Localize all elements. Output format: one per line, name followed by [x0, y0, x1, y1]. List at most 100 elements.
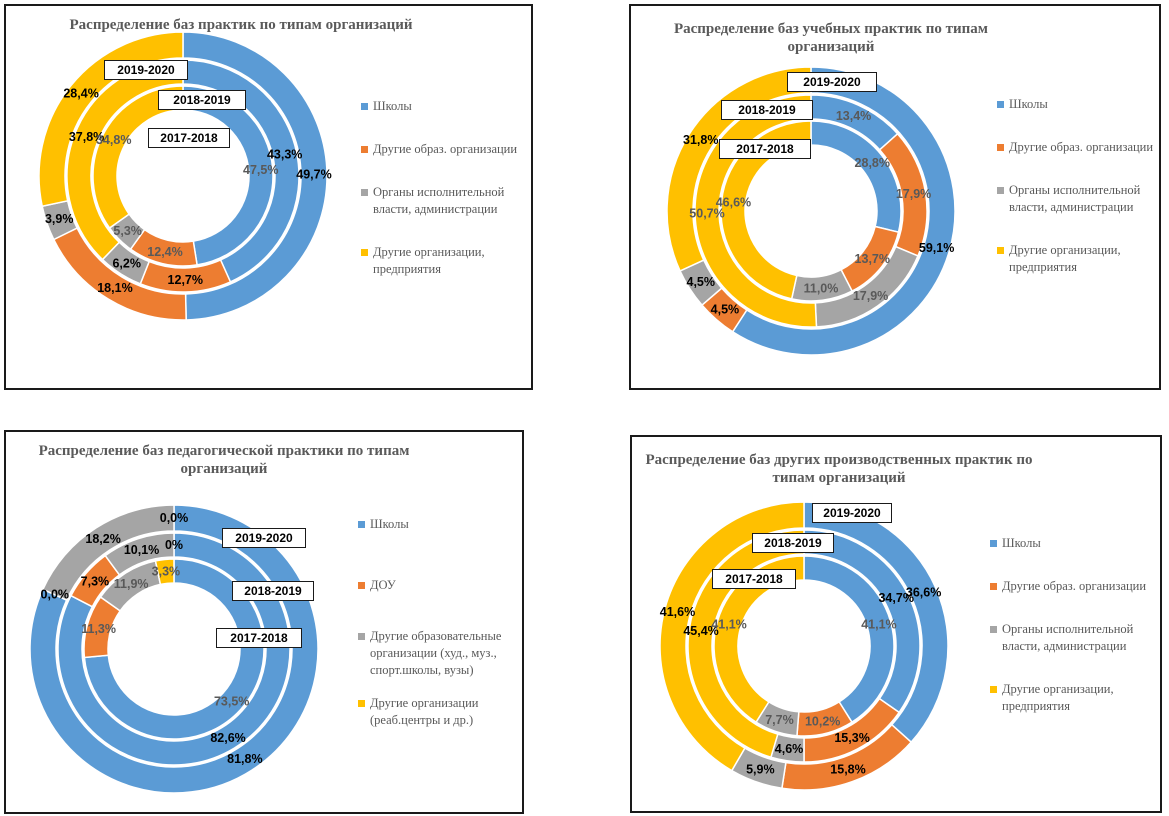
legend-item: Другие образ. организации: [990, 578, 1155, 595]
data-label: 34,7%: [878, 591, 913, 605]
year-label-box: 2018-2019: [158, 90, 246, 110]
year-label-box: 2017-2018: [148, 128, 230, 148]
data-label: 73,5%: [214, 694, 249, 708]
legend-item: Школы: [990, 535, 1155, 552]
legend-label: Другие образ. организации: [1002, 579, 1147, 593]
data-label: 0%: [165, 538, 183, 552]
data-label: 31,8%: [683, 133, 718, 147]
legend-item: Другие образовательные организации (худ.…: [358, 628, 520, 679]
legend-label: Другие организации (реаб.центры и др.): [370, 696, 479, 727]
legend-swatch: [997, 101, 1004, 108]
legend-swatch: [990, 583, 997, 590]
chart-panel-2: 59,1% 4,5% 4,5% 31,8% 13,4% 17,9% 17,9% 50,7% 28…: [629, 4, 1161, 390]
legend-item: Другие образ. организации: [361, 141, 526, 158]
year-label-box: 2018-2019: [721, 100, 813, 120]
chart-title: Распределение баз педагогической практик…: [38, 443, 410, 477]
legend-label: Органы исполнительной власти, администра…: [1009, 183, 1141, 214]
donut-segment: [731, 66, 956, 356]
chart-legend: Школы Другие образ. организации Органы и…: [997, 96, 1157, 302]
year-label-box: 2018-2019: [752, 533, 834, 553]
legend-label: Школы: [1002, 536, 1041, 550]
legend-item: Органы исполнительной власти, администра…: [997, 182, 1157, 216]
chart-panel-1: 49,7% 18,1% 3,9% 28,4% 43,3% 12,7% 6,2% 37,8% 47…: [4, 4, 533, 390]
data-label: 0,0%: [160, 511, 189, 525]
data-label: 34,8%: [96, 133, 131, 147]
legend-item: Другие организации (реаб.центры и др.): [358, 695, 520, 729]
data-label: 4,5%: [687, 275, 716, 289]
legend-swatch: [358, 633, 365, 640]
data-label: 15,8%: [830, 762, 865, 776]
legend-label: Другие организации, предприятия: [373, 245, 485, 276]
data-label: 17,9%: [896, 187, 931, 201]
legend-item: Школы: [997, 96, 1157, 113]
donut-segment: [57, 532, 291, 766]
legend-label: Органы исполнительной власти, администра…: [1002, 622, 1134, 653]
data-label: 3,9%: [45, 212, 74, 226]
data-label: 13,4%: [836, 109, 871, 123]
donut-segment: [720, 120, 812, 300]
data-label: 41,6%: [660, 605, 695, 619]
chart-legend: Школы Другие образ. организации Органы и…: [361, 98, 526, 304]
legend-swatch: [361, 146, 368, 153]
data-label: 59,1%: [919, 241, 954, 255]
data-label: 47,5%: [243, 163, 278, 177]
legend-swatch: [997, 187, 1004, 194]
data-label: 10,1%: [124, 543, 159, 557]
legend-swatch: [358, 700, 365, 707]
legend-swatch: [997, 247, 1004, 254]
data-label: 36,6%: [906, 586, 941, 600]
year-label-box: 2019-2020: [104, 60, 188, 80]
data-label: 15,3%: [834, 731, 869, 745]
data-label: 41,1%: [861, 617, 896, 631]
legend-swatch: [997, 144, 1004, 151]
legend-swatch: [990, 540, 997, 547]
data-label: 82,6%: [210, 731, 245, 745]
donut-segment: [92, 85, 184, 230]
data-label: 46,6%: [716, 196, 751, 210]
data-label: 11,9%: [114, 577, 149, 591]
legend-swatch: [361, 249, 368, 256]
legend-label: Школы: [373, 99, 412, 113]
data-label: 5,3%: [113, 224, 142, 238]
donut-chart-1: 49,7% 18,1% 3,9% 28,4% 43,3% 12,7% 6,2% 37,8% 47…: [38, 31, 332, 321]
data-label: 81,8%: [227, 752, 262, 766]
chart-title: Распределение баз других производственны…: [645, 452, 1033, 486]
legend-label: Школы: [1009, 97, 1048, 111]
data-label: 37,8%: [69, 130, 104, 144]
chart-legend: Школы Другие образ. организации Органы и…: [990, 535, 1155, 741]
data-label: 3,3%: [152, 564, 181, 578]
legend-item: Органы исполнительной власти, администра…: [990, 621, 1155, 655]
year-label-box: 2019-2020: [787, 72, 877, 92]
year-label-box: 2019-2020: [222, 528, 306, 548]
data-label: 17,9%: [853, 289, 888, 303]
data-label: 45,4%: [683, 624, 718, 638]
data-label: 12,7%: [168, 273, 203, 287]
legend-swatch: [990, 626, 997, 633]
data-label: 18,2%: [85, 532, 120, 546]
data-label: 10,2%: [805, 715, 840, 729]
legend-label: Другие образ. организации: [1009, 140, 1154, 154]
year-label-box: 2019-2020: [812, 503, 892, 523]
donut-segment: [104, 532, 175, 576]
data-label: 4,5%: [711, 303, 740, 317]
data-label: 49,7%: [296, 168, 331, 182]
data-label: 5,9%: [746, 763, 775, 777]
donut-chart-4: 36,6%15,8%5,9%41,6%34,7%15,3%4,6%45,4% 41…: [659, 501, 949, 791]
legend-swatch: [358, 582, 365, 589]
data-label: 7,7%: [765, 713, 794, 727]
legend-label: Органы исполнительной власти, администра…: [373, 185, 505, 216]
donut-segment: [154, 558, 175, 586]
donut-segment: [666, 66, 812, 272]
chart-panel-3: 81,8% 0,0% 18,2% 0,0% 82,6% 7,3% 10,1% 0% 73,5% 1…: [4, 430, 524, 814]
legend-item: Другие организации, предприятия: [361, 244, 526, 278]
chart-title: Распределение баз учебных практик по тип…: [673, 21, 989, 55]
legend-swatch: [990, 686, 997, 693]
data-label: 28,4%: [63, 87, 98, 101]
donut-segment: [41, 504, 175, 602]
chart-panel-4: 36,6% 15,8% 5,9% 41,6% 34,7% 15,3% 4,6% 45,4% 41…: [630, 435, 1162, 813]
data-label: 41,1%: [711, 617, 746, 631]
data-label: 0,0%: [41, 588, 70, 602]
legend-label: Школы: [370, 517, 409, 531]
legend-label: Другие организации, предприятия: [1009, 243, 1121, 274]
legend-item: Другие организации, предприятия: [990, 681, 1155, 715]
